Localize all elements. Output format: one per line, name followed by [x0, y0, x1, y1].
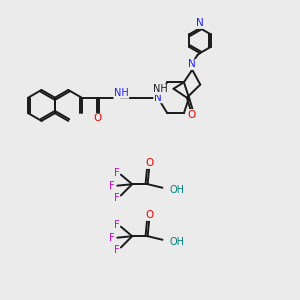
Text: F: F — [114, 193, 119, 203]
Text: F: F — [114, 168, 119, 178]
Text: NH: NH — [153, 84, 168, 94]
Text: F: F — [114, 220, 119, 230]
Text: F: F — [109, 233, 115, 243]
Text: O: O — [187, 110, 196, 120]
Text: O: O — [146, 210, 154, 220]
Text: N: N — [196, 18, 204, 28]
Text: N: N — [154, 93, 162, 103]
Text: OH: OH — [169, 184, 184, 194]
Text: O: O — [146, 158, 154, 168]
Text: F: F — [114, 245, 119, 255]
Text: O: O — [93, 113, 101, 124]
Text: NH: NH — [114, 88, 129, 98]
Text: OH: OH — [169, 236, 184, 247]
Text: F: F — [109, 181, 115, 191]
Text: N: N — [188, 59, 196, 69]
